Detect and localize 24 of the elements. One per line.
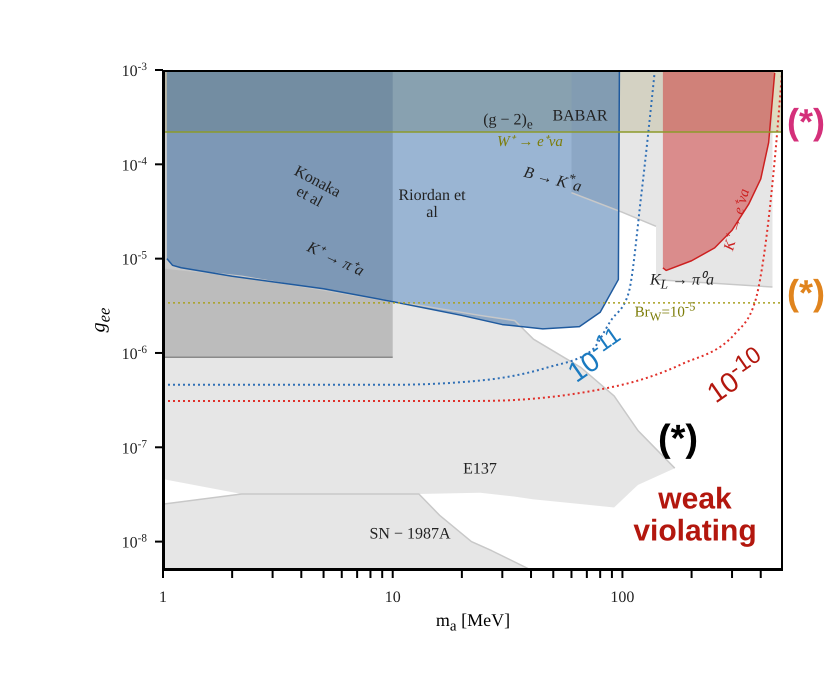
y-tick-label: 10$^{-6}$	[122, 344, 148, 363]
annotation: Br$_{W}$=10$^{-5}$	[634, 299, 696, 324]
annotation: Riordan et al	[397, 187, 467, 222]
annotation: SN − 1987A	[369, 526, 451, 544]
y-tick-label: 10$^{-5}$	[122, 250, 148, 269]
text: (*)	[787, 101, 825, 142]
annotation: K⁺ → π⁺a	[304, 238, 366, 280]
y-tick-label: 10$^{-4}$	[122, 155, 148, 174]
y-tick-label: 10$^{-7}$	[122, 438, 148, 458]
annotation: W⁺ → e⁺νa	[497, 134, 563, 151]
text: (*)	[787, 272, 825, 314]
x-tick-label: 100	[610, 589, 634, 606]
annotation: B → K$^{*}$a	[522, 162, 584, 196]
annotation: BABAR	[552, 108, 608, 126]
annotation: (g − 2)$_{e}$	[483, 111, 533, 132]
y-tick-label: 10$^{-3}$	[122, 61, 148, 80]
x-axis-title: m$_{a}$ [MeV]	[436, 610, 510, 636]
annotation: (*)	[658, 418, 698, 460]
x-tick-label: 1	[159, 589, 167, 606]
annotation: K$_{L}$ → π⁰a	[650, 271, 714, 292]
annotation: weak violating	[632, 482, 758, 547]
y-tick-label: 10$^{-8}$	[122, 532, 148, 552]
x-tick-label: 10	[384, 589, 401, 606]
annotation: E137	[463, 460, 497, 478]
